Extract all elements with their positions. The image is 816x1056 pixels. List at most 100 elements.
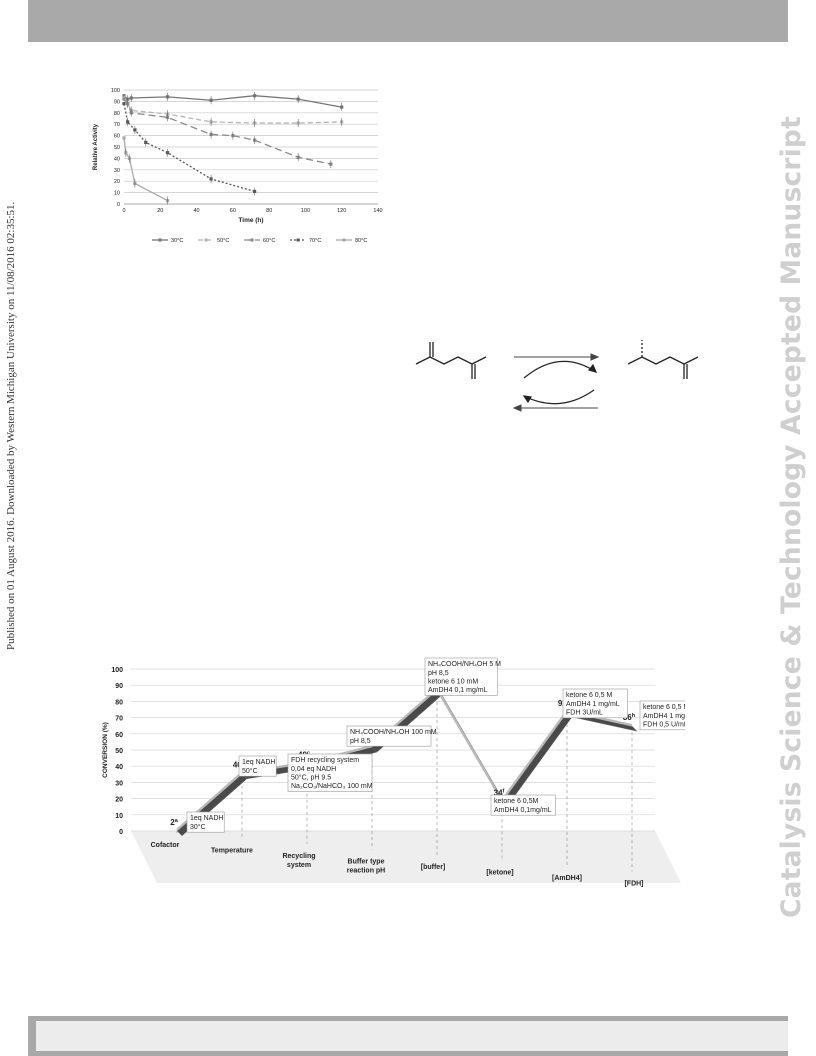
annotation-line: ketone 6 0,5M (494, 798, 539, 805)
y-tick-label: 100 (111, 88, 120, 94)
series-line-3 (123, 103, 255, 193)
x-tick-label: 20 (157, 208, 163, 214)
floor-plane (131, 831, 681, 883)
y-tick-label: 90 (114, 99, 120, 105)
annotation-frame (562, 688, 628, 719)
legend-marker (204, 238, 208, 242)
legend-label: 60°C (263, 238, 275, 244)
legend-label: 70°C (309, 238, 321, 244)
x-category-label: Recycling (282, 853, 315, 860)
annotation-line: 1eq NADH (190, 815, 223, 822)
legend-marker (158, 238, 162, 242)
annotation-frame (186, 811, 225, 833)
ribbon-segment (501, 711, 573, 807)
y-tick-label: 0 (117, 202, 120, 208)
x-category-label: [AmDH4] (552, 875, 582, 882)
legend-marker (250, 238, 254, 242)
annotation-frame (238, 755, 277, 777)
y-tick-label: 30 (114, 168, 120, 174)
annotation-line: 30°C (190, 823, 206, 831)
y-tick-label: 60 (115, 732, 123, 739)
value-label-superscript: h (632, 713, 636, 719)
data-point (122, 97, 126, 101)
ribbon-highlight (501, 710, 568, 802)
annotation-line: 50°C, pH 9.5 (291, 773, 331, 781)
data-point (122, 94, 126, 98)
y-tick-label: 100 (111, 667, 123, 674)
annotation-line: pH 8,5 (350, 738, 371, 745)
x-category-label: Temperature (211, 848, 253, 855)
recycling-cycle (522, 360, 598, 405)
annotation-frame (287, 753, 373, 792)
legend-label: 80°C (355, 238, 367, 244)
legend-label: 30°C (171, 238, 183, 244)
amine-structure (627, 340, 699, 379)
x-category-label: Cofactor (151, 842, 180, 849)
annotation-line: 50°C (242, 767, 258, 775)
activity-chart: 0 10 20 30 40 50 60 70 80 90 100 0 20 40 60 80 100 120 140… (93, 88, 383, 244)
y-tick-label: 10 (115, 813, 123, 820)
annotation-line: ketone 6 0,5 M (566, 692, 612, 699)
x-category-label: reaction pH (347, 868, 386, 875)
y-tick-label: 40 (115, 764, 123, 771)
forward-arrow (514, 353, 600, 361)
annotation-box: ketone 6 0,5M AmDH4 0,1mg/mL (490, 794, 556, 816)
x-tick-label: 0 (122, 208, 125, 214)
y-tick-label: 0 (119, 829, 123, 836)
value-label: 2a (170, 818, 178, 827)
y-axis-label: CONVERSION (%) (102, 722, 109, 778)
annotation-line: ketone 6 0,5 M (643, 704, 685, 711)
x-category-label: [buffer] (421, 864, 446, 871)
y-tick-label: 20 (114, 179, 120, 185)
x-axis-label: Time (h) (238, 217, 263, 224)
x-tick-label: 140 (373, 208, 382, 214)
annotation-line: 1eq NADH (242, 759, 275, 766)
journal-watermark: Catalysis Science & Technology Accepted … (776, 116, 807, 918)
y-tick-label: 50 (115, 748, 123, 755)
annotation-line: FDH 0,5 U/mL (643, 721, 685, 728)
annotation-line: NH₄COOH/NH₄OH 5 M (428, 661, 501, 668)
annotation-line: AmDH4 0,1mg/mL (494, 807, 552, 814)
footer-bar (28, 1016, 788, 1056)
x-category-label: [ketone] (486, 870, 513, 877)
annotation-line: FDH recycling system (291, 757, 359, 764)
value-label-superscript: a (175, 818, 179, 824)
footer-bar-inner (36, 1021, 788, 1051)
annotation-line: NH₄COOH/NH₄OH 100 mM (350, 729, 437, 736)
y-tick-label: 50 (114, 145, 120, 151)
y-tick-label: 20 (115, 797, 123, 804)
x-category-label: Buffer type (348, 859, 385, 866)
legend-marker (342, 238, 346, 242)
annotation-line: ketone 6 10 mM (428, 678, 478, 685)
reverse-arrow (512, 404, 598, 412)
x-tick-label: 120 (337, 208, 346, 214)
x-tick-label: 40 (194, 208, 200, 214)
value-label-superscript: f (503, 788, 505, 794)
y-tick-label: 70 (114, 122, 120, 128)
y-tick-label: 70 (115, 716, 123, 723)
ketone-structure (415, 342, 487, 379)
y-tick-label: 80 (114, 111, 120, 117)
x-category-label: system (287, 862, 311, 869)
ribbon-highlight (435, 688, 504, 802)
y-tick-label: 90 (115, 683, 123, 690)
value-label-superscript: c (307, 751, 310, 757)
annotation-frame (346, 725, 432, 747)
annotation-line: AmDH4 1 mg/mL (643, 713, 685, 720)
data-point (122, 102, 126, 106)
annotation-box: NH₄COOH/NH₄OH 100 mM pH 8,5 (346, 725, 437, 747)
x-category-label: [FDH] (624, 881, 643, 888)
x-tick-label: 80 (266, 208, 272, 214)
reaction-scheme (415, 340, 699, 412)
annotation-line: 0,04 eq NADH (291, 766, 336, 773)
publication-note: Published on 01 August 2016. Downloaded … (5, 201, 17, 650)
annotation-frame (490, 794, 556, 816)
annotation-frame (424, 657, 498, 696)
annotation-line: Na₂CO₃/NaHCO₃ 100 mM (291, 783, 373, 790)
